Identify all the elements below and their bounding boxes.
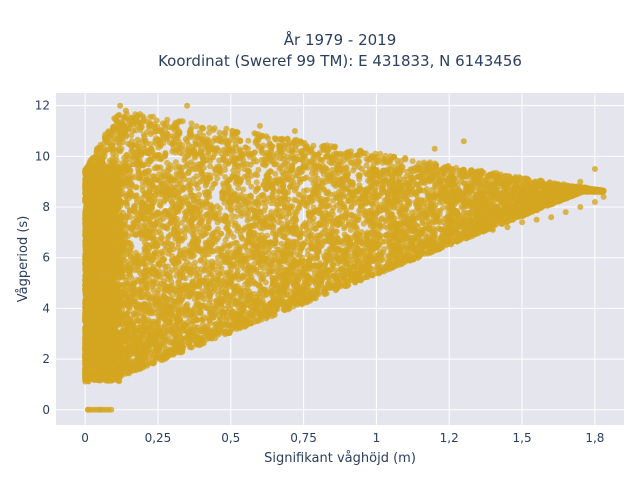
data-point (423, 186, 430, 193)
data-point (240, 186, 247, 193)
data-point (139, 183, 146, 190)
data-point (151, 222, 158, 229)
data-point (232, 213, 239, 220)
data-point (284, 153, 291, 160)
data-point (144, 129, 150, 136)
data-point (278, 220, 285, 227)
data-point (201, 231, 208, 238)
data-point (207, 163, 214, 170)
data-point (253, 158, 260, 165)
data-point (205, 129, 212, 136)
data-point (153, 217, 160, 223)
data-point (150, 113, 156, 120)
data-point (214, 175, 221, 182)
data-point (252, 199, 259, 206)
data-point (245, 179, 252, 186)
data-point (248, 183, 255, 190)
data-point (182, 224, 189, 231)
data-point (212, 180, 219, 187)
data-point (193, 123, 200, 130)
data-point (203, 251, 209, 258)
data-point (128, 190, 135, 197)
data-point (215, 292, 222, 299)
data-point (268, 313, 275, 320)
data-point (251, 130, 258, 137)
data-point (245, 137, 252, 144)
data-point (139, 309, 146, 316)
data-point (294, 251, 301, 258)
data-point (172, 159, 179, 166)
data-point (260, 244, 267, 251)
data-point (272, 170, 279, 177)
scatter-points (82, 102, 607, 413)
data-point (301, 193, 308, 200)
data-point (221, 166, 228, 173)
data-point (147, 221, 154, 228)
data-point (279, 169, 286, 176)
data-point (180, 274, 187, 281)
data-point (231, 222, 238, 229)
data-point (195, 221, 202, 228)
data-point (165, 165, 172, 171)
data-point (282, 214, 289, 221)
data-point (223, 125, 230, 132)
data-point (298, 176, 305, 183)
data-point (355, 216, 362, 223)
data-point (268, 200, 275, 207)
